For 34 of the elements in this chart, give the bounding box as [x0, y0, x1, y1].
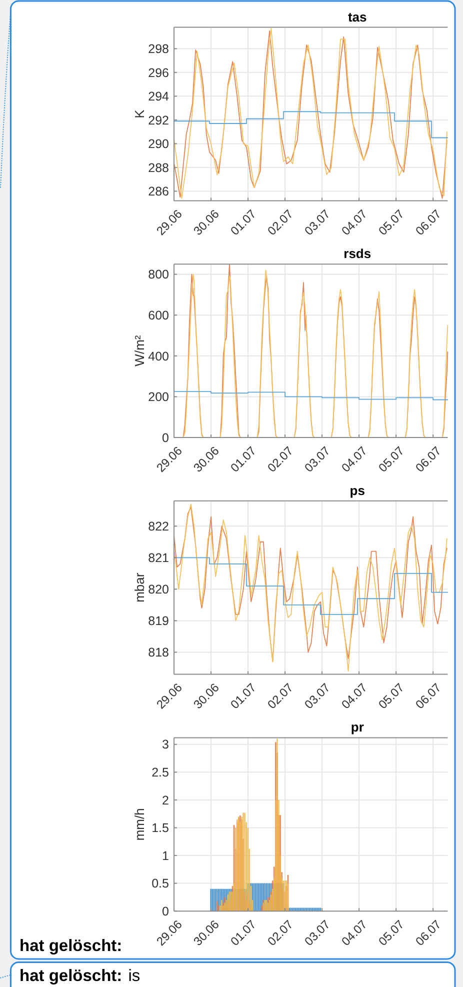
y-tick-label: 822 [148, 519, 170, 534]
y-tick-label: 1.5 [152, 821, 170, 836]
y-tick-label: 288 [148, 160, 170, 175]
chart-title: ps [350, 482, 365, 498]
y-tick-label: 400 [148, 349, 170, 364]
y-tick-label: 1 [162, 848, 170, 863]
y-tick-label: 820 [148, 582, 170, 597]
text: hat gelöscht: [20, 937, 122, 955]
y-axis-title: K [132, 109, 147, 118]
y-tick-label: 296 [148, 66, 170, 80]
y-tick-label: 0 [162, 430, 170, 445]
y-axis-title: mbar [132, 572, 147, 602]
y-tick-label: 286 [148, 184, 170, 199]
y-tick-label: 0 [162, 904, 170, 918]
y-axis-title: W/m² [132, 334, 147, 366]
y-tick-label: 819 [148, 614, 170, 628]
y-tick-label: 600 [148, 308, 170, 322]
chart-title: pr [350, 720, 364, 735]
text: hat gelöscht: is [20, 967, 140, 985]
y-tick-label: 298 [148, 42, 170, 56]
y-tick-label: 294 [148, 90, 170, 104]
y-tick-label: 818 [148, 646, 170, 660]
y-tick-label: 290 [148, 137, 170, 152]
y-tick-label: 821 [148, 551, 170, 566]
y-tick-label: 2.5 [152, 766, 170, 780]
y-tick-label: 0.5 [152, 876, 170, 891]
y-tick-label: 3 [162, 738, 170, 752]
y-tick-label: 292 [148, 113, 170, 128]
chart-title: tas [348, 9, 367, 24]
y-tick-label: 800 [148, 268, 170, 282]
y-tick-label: 200 [148, 390, 170, 404]
y-axis-title: mm/h [132, 808, 147, 841]
chart-title: rsds [344, 246, 372, 262]
y-tick-label: 2 [162, 793, 170, 808]
